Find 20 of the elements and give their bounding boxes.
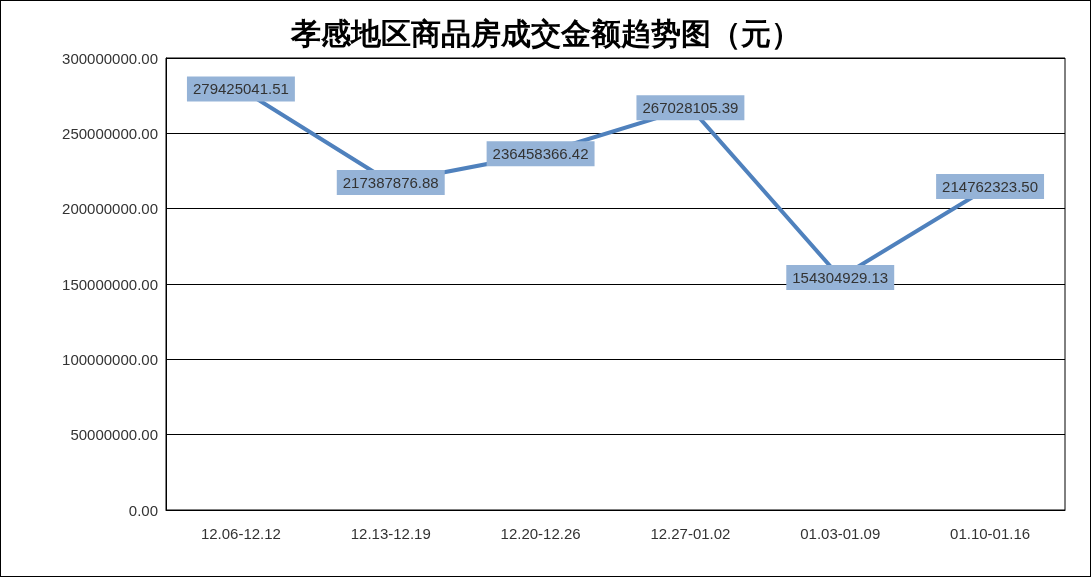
x-tick-label: 12.27-01.02	[650, 525, 731, 542]
data-label: 267028105.39	[642, 99, 739, 117]
x-tick-label: 12.06-12.12	[200, 525, 281, 542]
y-tick-label: 0.00	[128, 501, 158, 519]
y-tick-label: 150000000.00	[62, 275, 158, 293]
data-label: 214762323.50	[942, 177, 1039, 195]
x-tick-label: 12.13-12.19	[350, 525, 431, 542]
y-tick-label: 250000000.00	[62, 124, 158, 142]
chart-title: 孝感地区商品房成交金额趋势图（元）	[289, 15, 801, 51]
data-label: 217387876.88	[342, 173, 439, 191]
data-label: 154304929.13	[792, 269, 889, 287]
x-tick-label: 12.20-12.26	[500, 525, 581, 542]
data-label: 236458366.42	[492, 145, 589, 163]
x-tick-label: 01.03-01.09	[800, 525, 881, 542]
x-tick-label: 01.10-01.16	[950, 525, 1031, 542]
y-tick-label: 300000000.00	[62, 49, 158, 67]
data-label: 279425041.51	[192, 80, 289, 98]
y-tick-label: 200000000.00	[62, 200, 158, 218]
y-tick-label: 50000000.00	[70, 426, 158, 444]
y-tick-label: 100000000.00	[62, 350, 158, 368]
